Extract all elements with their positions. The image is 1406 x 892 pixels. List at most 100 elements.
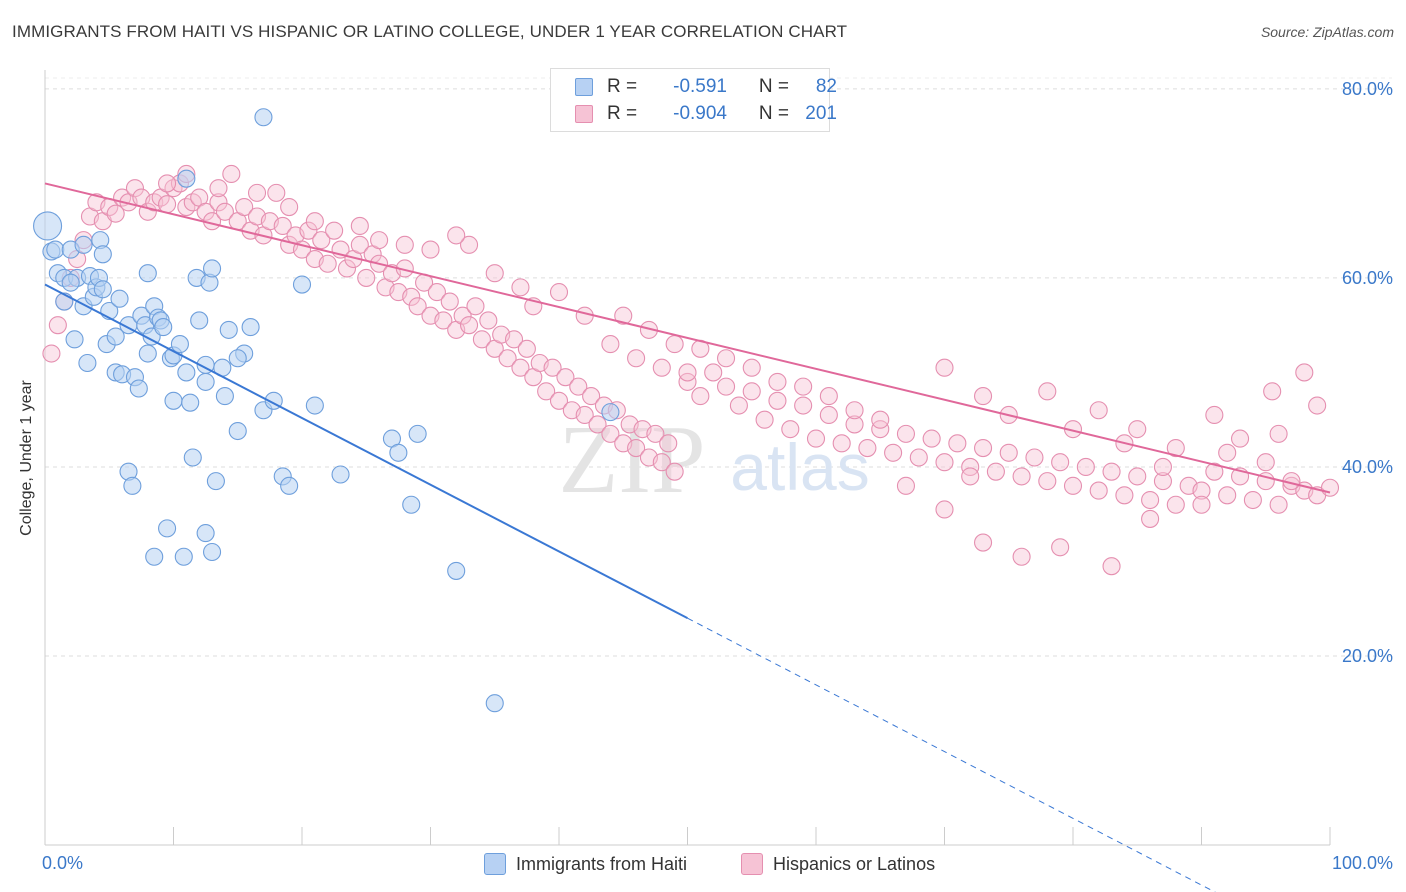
haiti-point (190, 311, 209, 330)
hispanic-point (999, 443, 1018, 462)
haiti-point (138, 344, 157, 363)
hispanic-point (299, 221, 318, 240)
hispanic-point (247, 183, 267, 202)
axes (44, 70, 1331, 846)
hispanic-point (755, 410, 774, 429)
hispanic-point (402, 287, 421, 306)
haiti-point (203, 259, 222, 278)
hispanic-point (646, 424, 665, 443)
haiti-point (601, 403, 620, 422)
hispanic-point (973, 533, 993, 552)
hispanic-point (459, 235, 479, 254)
hispanic-point (273, 216, 292, 235)
hispanic-point (1269, 495, 1288, 514)
hispanic-point (871, 410, 890, 429)
haiti-point (154, 318, 173, 337)
source-label: Source: ZipAtlas.com (1260, 24, 1394, 40)
hispanic-point (794, 377, 813, 396)
hispanic-point (1128, 467, 1147, 486)
hispanic-point (305, 212, 324, 231)
hispanic-point (1153, 457, 1172, 477)
haiti-point (206, 472, 225, 491)
haiti-point (138, 264, 157, 283)
hispanic-point (909, 448, 928, 467)
haiti-point (33, 211, 63, 241)
hispanic-point (742, 358, 761, 377)
haiti-point (241, 318, 260, 337)
haiti-point (292, 275, 312, 294)
legend-row-haiti: R = -0.591 N = 82 (575, 75, 837, 99)
hispanic-point (1115, 486, 1134, 505)
zipatlas-watermark: ZIP atlas (559, 406, 870, 514)
haiti-point (78, 353, 97, 373)
trend-lines (44, 182, 1331, 892)
hispanic-point (1128, 420, 1147, 439)
legend-swatch-hispanics (575, 105, 593, 123)
legend-n-label: N = (758, 76, 789, 97)
hispanic-point (318, 254, 337, 273)
haiti-point (280, 476, 299, 495)
hispanic-point (601, 424, 620, 443)
hispanic-point (1269, 424, 1288, 443)
hispanic-point (235, 197, 254, 217)
hispanic-point (1038, 382, 1057, 401)
hispanic-point (498, 349, 517, 368)
hispanic-point (549, 391, 569, 410)
hispanic-point (678, 363, 697, 382)
haiti-point (254, 108, 273, 127)
hispanic-point (447, 226, 466, 245)
hispanic-point (337, 259, 357, 278)
haiti-point (181, 393, 200, 412)
hispanic-point (627, 438, 646, 458)
haiti-point (170, 335, 189, 354)
haiti-point (46, 240, 65, 259)
hispanic-point (935, 500, 954, 519)
hispanic-point (678, 372, 697, 391)
hispanic-point (973, 387, 993, 406)
hispanic-point (665, 462, 684, 481)
hispanic-point (1166, 438, 1185, 458)
hispanic-point (453, 306, 472, 325)
haiti-point (177, 363, 196, 382)
hispanic-point (652, 453, 671, 472)
legend-row-hispanics: R = -0.904 N = 201 (575, 102, 837, 126)
hispanic-point (1205, 462, 1224, 481)
hispanic-point (1192, 495, 1211, 514)
hispanic-point (158, 174, 177, 193)
hispanic-point (209, 193, 228, 212)
hispanic-point (768, 372, 787, 391)
haiti-point (331, 465, 350, 484)
tick-labels: 20.0% 40.0% 60.0% 80.0% 0.0% 100.0% (42, 79, 1393, 873)
hispanic-point (1205, 405, 1224, 425)
hispanic-point (961, 467, 980, 486)
hispanic-point (1102, 557, 1121, 576)
hispanic-point (395, 235, 414, 254)
hispanic-point (665, 335, 684, 354)
hispanic-point (819, 405, 838, 425)
hispanic-point (350, 216, 369, 235)
hispanic-point (434, 311, 453, 330)
hispanic-point (1089, 481, 1108, 500)
y-axis-label: College, Under 1 year (18, 380, 35, 536)
haiti-point (203, 542, 222, 562)
hispanic-point (601, 335, 620, 354)
hispanic-point (1141, 490, 1160, 510)
haiti-point (447, 561, 466, 580)
hispanic-point (896, 476, 916, 495)
legend-n-label: N = (758, 103, 789, 124)
legend-n-value: 201 (805, 103, 837, 124)
correlation-legend: R = -0.591 N = 82 R = -0.904 N = 201 (550, 68, 837, 132)
hispanic-point (627, 349, 646, 368)
hispanic-point (884, 443, 903, 462)
hispanic-point (1308, 396, 1327, 415)
hispanic-point (1012, 547, 1031, 566)
haiti-point (158, 519, 177, 538)
hispanic-point (427, 283, 446, 302)
hispanic-point (742, 382, 761, 401)
hispanic-point (614, 306, 633, 325)
hispanic-point (125, 179, 144, 198)
haiti-point (145, 547, 164, 566)
legend-swatch-haiti (575, 78, 593, 96)
haiti-point (93, 245, 112, 264)
hispanic-point (485, 264, 504, 283)
